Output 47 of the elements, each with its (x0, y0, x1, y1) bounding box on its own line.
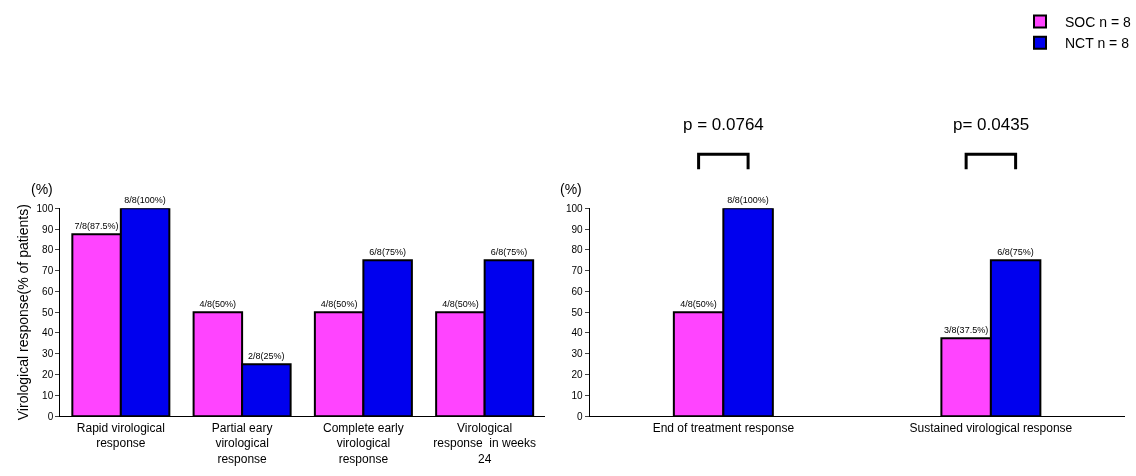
data-label: 3/8(37.5%) (944, 325, 989, 336)
data-label: 4/8(50%) (680, 299, 717, 310)
x-tick-label: Sustained virological response (909, 420, 1073, 435)
y-tick-label: 60 (571, 285, 584, 297)
x-tick-label: Rapid virological response (76, 420, 165, 451)
y-tick-label: 10 (571, 389, 584, 401)
y-tick-label: 100 (36, 202, 54, 214)
y-tick-label: 50 (42, 306, 54, 318)
y-tick-label: 30 (42, 348, 54, 360)
y-tick-label: 60 (42, 285, 54, 297)
y-tick-label: 40 (42, 327, 54, 339)
x-tick-label: Virological response in weeks 24 (433, 420, 537, 466)
x-tick-label: End of treatment response (652, 420, 795, 435)
data-label: 6/8(75%) (997, 247, 1034, 258)
legend-label: NCT n = 8 (1065, 35, 1130, 52)
text: p= 0.0435 (953, 115, 1030, 134)
y-tick-label: 0 (47, 410, 54, 422)
legend-label: SOC n = 8 (1065, 14, 1131, 31)
x-tick-label: Complete early virological response (323, 420, 404, 466)
y-tick-label: 30 (571, 348, 584, 360)
data-label: 6/8(75%) (369, 247, 406, 258)
y-tick-label: 0 (577, 410, 584, 422)
y-tick-label: 100 (565, 202, 584, 214)
data-label: 8/8(100%) (727, 195, 769, 206)
y-axis-title: Virological response(% of patients) (15, 204, 32, 421)
data-label: 6/8(75%) (490, 247, 528, 258)
text: p = 0.0764 (683, 115, 764, 134)
data-label: 4/8(50%) (442, 299, 479, 310)
data-label: 2/8(25%) (248, 351, 285, 362)
text: (%) (31, 181, 53, 197)
data-label: 8/8(100%) (124, 195, 166, 206)
y-tick-label: 50 (571, 306, 584, 318)
y-tick-label: 70 (42, 265, 54, 277)
y-tick-label: 70 (571, 265, 584, 277)
x-tick-label: Partial eary virological response (211, 420, 273, 466)
y-tick-label: 20 (42, 369, 54, 381)
y-tick-label: 80 (571, 244, 584, 256)
data-label: 4/8(50%) (320, 299, 358, 310)
data-label: 7/8(87.5%) (74, 221, 119, 232)
y-tick-label: 40 (571, 327, 584, 339)
y-tick-label: 90 (571, 223, 584, 235)
y-tick-label: 80 (42, 244, 54, 256)
text: (%) (560, 181, 582, 197)
y-tick-label: 10 (42, 389, 54, 401)
y-tick-label: 90 (42, 223, 54, 235)
y-tick-label: 20 (571, 369, 584, 381)
data-label: 4/8(50%) (199, 299, 237, 310)
